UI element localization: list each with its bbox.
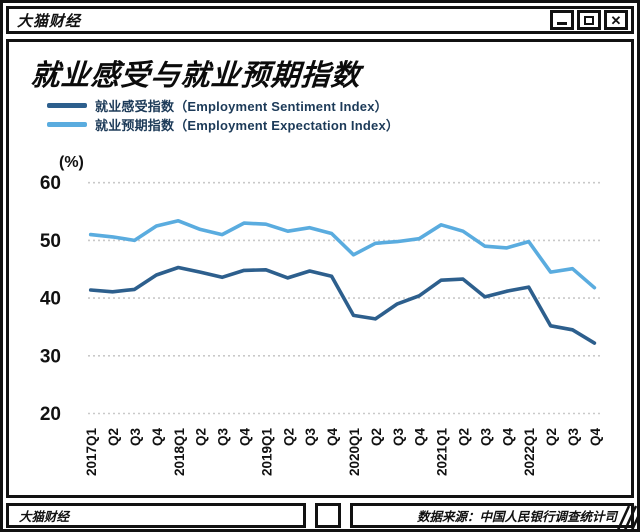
svg-text:Q3: Q3 <box>128 428 143 447</box>
footer-bar: 大猫财经 数据来源：中国人民银行调查统计司 <box>6 503 637 529</box>
employment-index-line-chart: (%) 60 50 40 30 20 2017Q1 Q2 Q3 Q4 2018Q1 Q2 Q3 Q4 201… <box>40 154 603 477</box>
legend-item-sentiment: 就业感受指数（Employment Sentiment Index） <box>47 96 399 115</box>
chart-panel: 就业感受与就业预期指数 就业感受指数（Employment Sentiment … <box>6 39 634 498</box>
titlebar: 大猫财经 ✕ <box>6 6 634 34</box>
svg-text:Q2: Q2 <box>369 428 384 446</box>
svg-text:Q3: Q3 <box>566 428 581 447</box>
legend-label-sentiment: 就业感受指数（Employment Sentiment Index） <box>95 99 388 114</box>
footer-spacer-box <box>315 503 341 528</box>
legend-swatch-sentiment <box>47 103 87 108</box>
chart-legend: 就业感受指数（Employment Sentiment Index） 就业预期指… <box>47 96 399 134</box>
svg-text:Q3: Q3 <box>391 428 406 447</box>
data-source-label: 数据来源：中国人民银行调查统计司 <box>416 510 617 524</box>
svg-text:Q3: Q3 <box>303 428 318 447</box>
svg-text:Q3: Q3 <box>478 428 493 447</box>
svg-text:2019Q1: 2019Q1 <box>259 428 274 477</box>
svg-text:2022Q1: 2022Q1 <box>522 428 537 477</box>
close-icon: ✕ <box>610 12 622 28</box>
svg-text:Q2: Q2 <box>106 428 121 446</box>
svg-text:Q4: Q4 <box>588 428 603 447</box>
svg-text:30: 30 <box>40 346 61 367</box>
hatch-lines-icon <box>617 505 637 529</box>
svg-text:(%): (%) <box>59 154 84 171</box>
legend-swatch-expectation <box>47 122 87 127</box>
maximize-icon <box>584 15 594 25</box>
svg-text:2020Q1: 2020Q1 <box>347 428 362 477</box>
svg-text:60: 60 <box>40 173 61 194</box>
footer-source-box: 数据来源：中国人民银行调查统计司 <box>350 503 634 528</box>
svg-text:Q2: Q2 <box>544 428 559 446</box>
footer-brand: 大猫财经 <box>19 510 70 524</box>
svg-text:Q2: Q2 <box>457 428 472 446</box>
svg-text:Q4: Q4 <box>150 428 165 447</box>
svg-text:Q2: Q2 <box>194 428 209 446</box>
minimize-button[interactable] <box>550 10 574 30</box>
maximize-button[interactable] <box>577 10 601 30</box>
legend-label-expectation: 就业预期指数（Employment Expectation Index） <box>95 118 400 133</box>
svg-text:50: 50 <box>40 231 61 252</box>
minimize-icon <box>557 22 567 25</box>
svg-text:Q4: Q4 <box>238 428 253 447</box>
svg-text:2018Q1: 2018Q1 <box>172 428 187 477</box>
svg-text:2021Q1: 2021Q1 <box>435 428 450 477</box>
svg-text:Q4: Q4 <box>413 428 428 447</box>
window-controls: ✕ <box>550 10 628 30</box>
close-button[interactable]: ✕ <box>604 10 628 30</box>
svg-text:20: 20 <box>40 404 61 425</box>
footer-brand-box: 大猫财经 <box>6 503 306 528</box>
svg-text:Q3: Q3 <box>216 428 231 447</box>
svg-text:Q4: Q4 <box>500 428 515 447</box>
page-title: 就业感受与就业预期指数 <box>29 60 362 92</box>
titlebar-brand: 大猫财经 <box>17 12 82 30</box>
legend-item-expectation: 就业预期指数（Employment Expectation Index） <box>47 115 399 134</box>
svg-text:Q2: Q2 <box>281 428 296 446</box>
svg-text:Q4: Q4 <box>325 428 340 447</box>
svg-text:40: 40 <box>40 289 61 310</box>
svg-text:2017Q1: 2017Q1 <box>84 428 99 477</box>
